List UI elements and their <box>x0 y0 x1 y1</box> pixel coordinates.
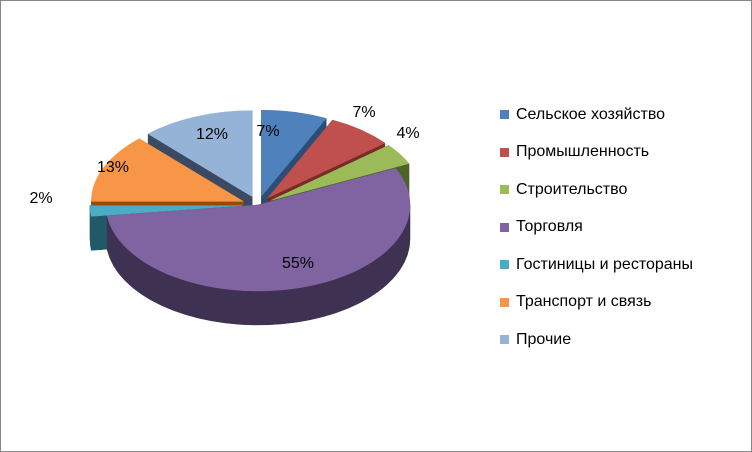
legend-swatch <box>500 260 509 270</box>
pie-label-1: 7% <box>352 104 375 121</box>
legend-item-3: Торговля <box>500 209 693 247</box>
pie-label-6: 12% <box>196 126 228 143</box>
legend-label: Строительство <box>516 180 628 198</box>
pie-slice-1 <box>267 119 386 199</box>
chart-legend: Сельское хозяйство Промышленность Строител… <box>500 96 693 359</box>
pie-tops <box>89 109 411 292</box>
legend-label: Торговля <box>516 218 583 236</box>
legend-swatch <box>500 222 509 232</box>
legend-label: Транспорт и связь <box>516 293 652 311</box>
pie-slice-0 <box>261 109 327 197</box>
legend-label: Промышленность <box>516 143 650 161</box>
legend-swatch <box>500 297 509 307</box>
legend-label: Гостиницы и рестораны <box>516 255 693 273</box>
pie-slice-2 <box>271 145 410 201</box>
legend-label: Прочие <box>516 330 572 348</box>
pie-label-2: 4% <box>396 125 419 142</box>
pie-label-4: 2% <box>29 190 52 207</box>
pie-label-0: 7% <box>256 123 279 140</box>
legend-swatch <box>500 185 509 195</box>
legend-item-4: Гостиницы и рестораны <box>500 246 693 284</box>
legend-swatch <box>500 147 509 157</box>
legend-item-1: Промышленность <box>500 134 693 172</box>
pie-slice-5 <box>91 138 245 202</box>
legend-label: Сельское хозяйство <box>516 105 666 123</box>
legend-swatch <box>500 110 509 120</box>
pie-slice-3 <box>106 168 411 292</box>
pie-label-5: 13% <box>97 159 129 176</box>
legend-item-0: Сельское хозяйство <box>500 96 693 134</box>
pie-slice-4 <box>89 205 243 217</box>
legend-item-6: Прочие <box>500 321 693 359</box>
legend-swatch <box>500 335 509 345</box>
pie-labels: 7% 7% 4% 55% 2% 13% 12% <box>29 104 419 272</box>
legend-item-2: Строительство <box>500 171 693 209</box>
pie-label-3: 55% <box>282 255 314 272</box>
legend-item-5: Транспорт и связь <box>500 284 693 322</box>
pie-slice-6 <box>147 110 253 198</box>
